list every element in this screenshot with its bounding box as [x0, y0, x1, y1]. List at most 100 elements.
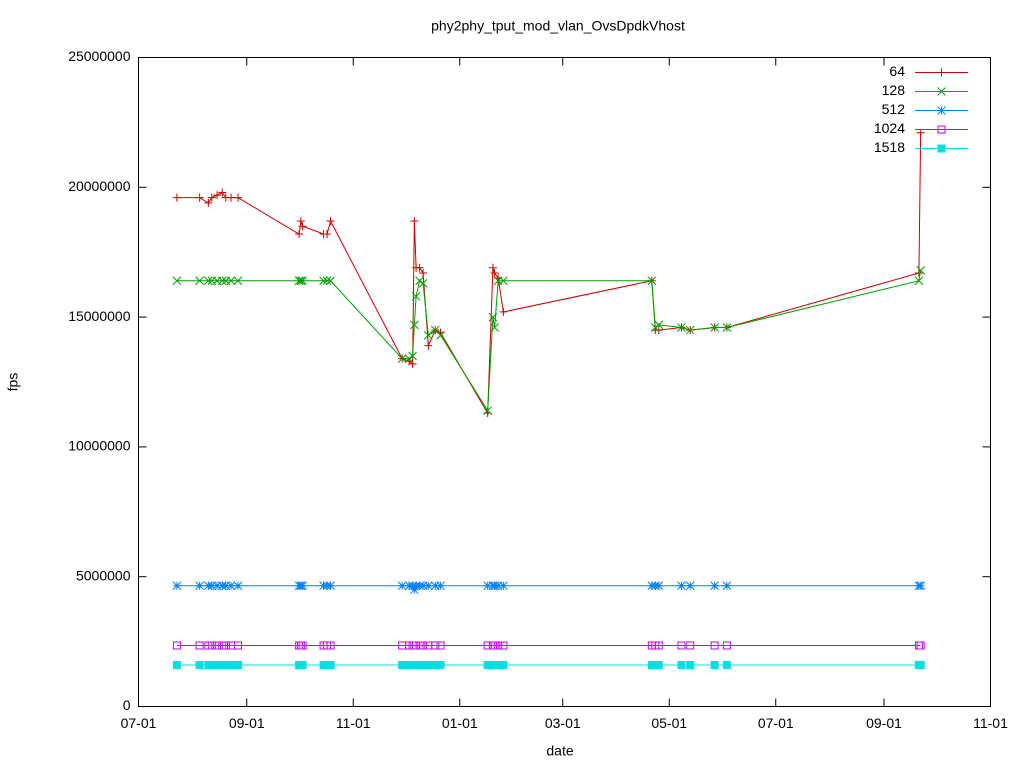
point	[227, 193, 236, 202]
x-tick-label: 09-01	[866, 715, 902, 731]
point	[710, 641, 719, 650]
point	[499, 660, 508, 669]
point	[218, 188, 227, 197]
point	[685, 581, 695, 591]
point	[415, 276, 424, 286]
point	[408, 351, 417, 361]
point	[488, 263, 497, 272]
point	[294, 276, 304, 286]
point	[650, 323, 660, 332]
series-line	[176, 270, 922, 413]
legend-label: 512	[882, 101, 906, 117]
point	[172, 660, 181, 669]
point	[418, 278, 428, 288]
point	[499, 581, 508, 591]
point	[686, 660, 695, 669]
point	[326, 641, 335, 650]
point	[916, 660, 925, 669]
series-line	[176, 132, 922, 415]
point	[298, 276, 307, 286]
x-tick-label: 09-01	[229, 715, 265, 731]
legend-marker	[937, 87, 946, 96]
point	[431, 641, 440, 650]
legend-marker	[937, 106, 946, 115]
y-tick-label: 5000000	[76, 567, 131, 583]
point	[490, 323, 500, 332]
point	[213, 641, 222, 650]
point	[195, 276, 204, 286]
legend-label: 64	[889, 63, 905, 79]
point	[499, 307, 508, 316]
legend-marker	[937, 125, 946, 134]
point	[436, 660, 445, 669]
point	[409, 320, 419, 330]
x-tick-label: 03-01	[545, 715, 581, 731]
point	[326, 217, 335, 226]
point	[326, 276, 335, 286]
point	[233, 276, 243, 286]
point	[423, 330, 433, 340]
point	[221, 581, 231, 591]
x-tick-label: 07-01	[758, 715, 794, 731]
point	[322, 276, 332, 286]
point	[436, 581, 445, 591]
y-tick-label: 0	[123, 697, 131, 713]
point	[722, 581, 732, 591]
point	[685, 325, 695, 335]
point	[409, 585, 419, 595]
point	[207, 581, 217, 591]
series-line	[176, 585, 921, 591]
y-tick-label: 15000000	[68, 308, 131, 324]
point	[654, 581, 664, 591]
point	[419, 268, 428, 277]
point	[203, 276, 213, 286]
legend-label: 128	[882, 82, 906, 98]
point	[424, 660, 433, 669]
point	[916, 266, 926, 275]
point	[172, 276, 182, 286]
point	[710, 581, 720, 591]
x-tick-label: 05-01	[651, 715, 687, 731]
point	[418, 581, 428, 591]
point	[722, 660, 731, 669]
point	[916, 128, 925, 137]
point	[172, 193, 181, 202]
point	[654, 660, 663, 669]
point	[195, 193, 204, 202]
x-tick-label: 11-01	[336, 715, 371, 731]
point	[234, 193, 243, 202]
point	[233, 581, 243, 591]
y-tick-label: 20000000	[68, 178, 131, 194]
point	[710, 323, 720, 332]
legend-marker	[937, 144, 946, 153]
point	[204, 198, 213, 207]
point	[234, 660, 243, 669]
point	[295, 230, 304, 239]
point	[195, 660, 204, 669]
point	[654, 326, 663, 335]
point	[914, 268, 923, 277]
point	[411, 291, 421, 301]
legend-marker	[937, 68, 946, 77]
point	[298, 222, 307, 231]
point	[397, 354, 407, 363]
point	[326, 660, 335, 669]
point	[483, 581, 493, 591]
point	[195, 641, 204, 650]
point	[296, 276, 306, 286]
point	[677, 641, 686, 650]
point	[221, 641, 230, 650]
y-tick-label: 25000000	[68, 48, 131, 64]
point	[654, 641, 663, 650]
legend-label: 1024	[874, 120, 905, 136]
chart-title: phy2phy_tput_mod_vlan_OvsDpdkVhost	[431, 18, 685, 34]
point	[423, 581, 433, 591]
point	[722, 641, 731, 650]
point	[207, 193, 216, 202]
point	[499, 641, 508, 650]
x-tick-label: 01-01	[442, 715, 478, 731]
point	[226, 276, 236, 286]
point	[326, 581, 335, 591]
point	[710, 660, 719, 669]
